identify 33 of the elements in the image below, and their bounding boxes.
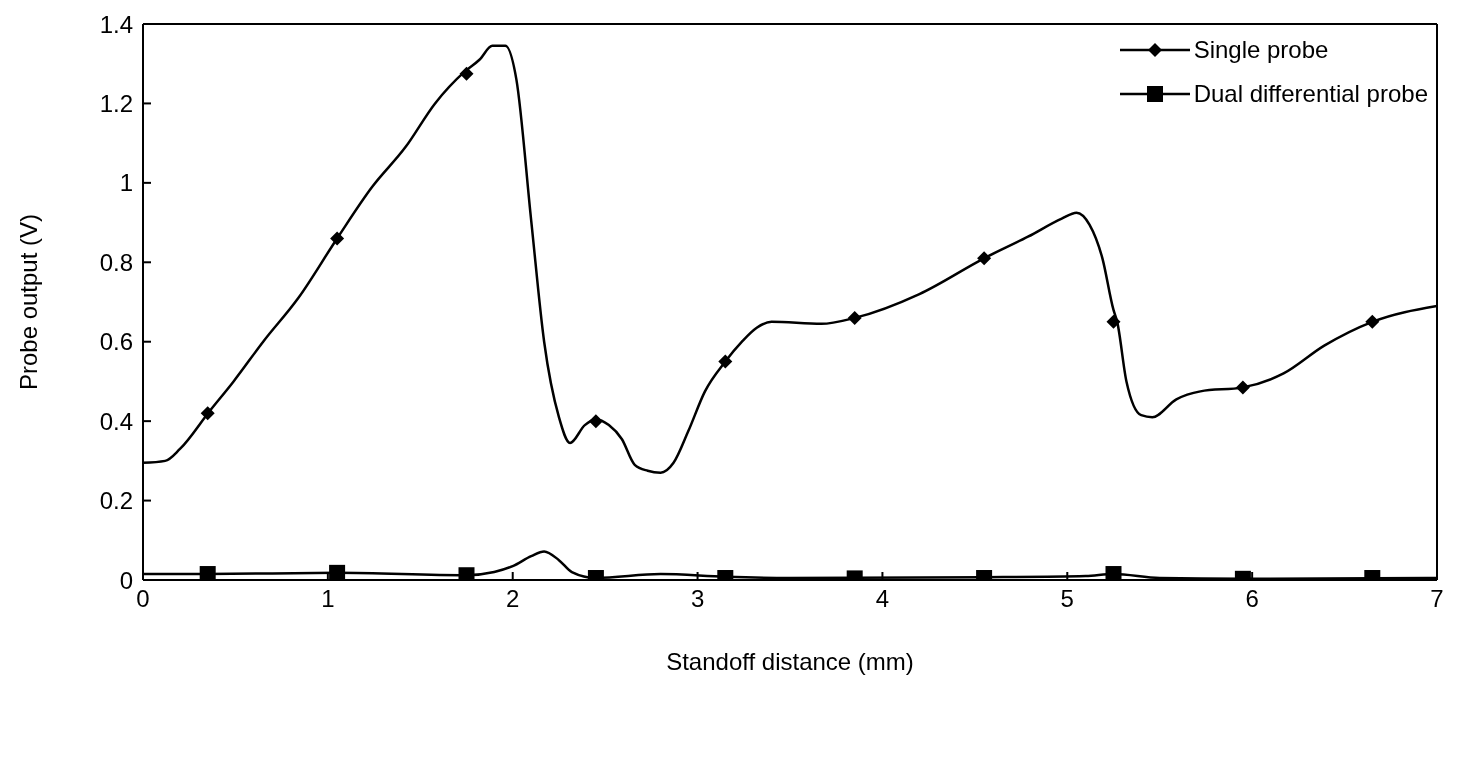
x-tick-label: 1 — [321, 585, 335, 613]
point — [459, 66, 474, 81]
x-tick-label: 2 — [506, 585, 520, 613]
y-tick-label: 0.4 — [99, 407, 133, 435]
point — [1365, 314, 1380, 329]
x-tick-label: 3 — [690, 585, 705, 613]
point — [847, 310, 862, 325]
point — [1105, 566, 1122, 580]
y-tick-label: 1.4 — [99, 10, 133, 38]
y-tick-label: 1 — [119, 169, 133, 197]
y-axis-title: Probe output (V) — [14, 213, 42, 391]
y-tick-label: 0.6 — [99, 328, 133, 356]
x-tick-label: 7 — [1430, 585, 1444, 613]
point — [329, 564, 346, 580]
point — [1106, 314, 1121, 329]
x-tick-label: 0 — [136, 585, 150, 613]
point — [199, 566, 216, 580]
y-tick-label: 1.2 — [99, 89, 133, 117]
point — [330, 231, 345, 246]
x-tick-label: 6 — [1245, 585, 1259, 613]
y-tick-label: 0.2 — [99, 487, 133, 515]
x-tick-label: 4 — [875, 585, 890, 613]
point — [1235, 380, 1250, 395]
y-tick-label: 0.8 — [99, 248, 133, 276]
y-tick-label: 0 — [119, 566, 133, 594]
x-tick-label: 5 — [1060, 585, 1074, 613]
point — [977, 251, 992, 266]
x-axis-title: Standoff distance (mm) — [666, 648, 914, 675]
legend-label: Single probe — [1193, 36, 1329, 64]
point — [718, 354, 733, 369]
point — [588, 414, 603, 429]
point — [200, 406, 215, 421]
legend-label: Dual differential probe — [1193, 80, 1428, 108]
